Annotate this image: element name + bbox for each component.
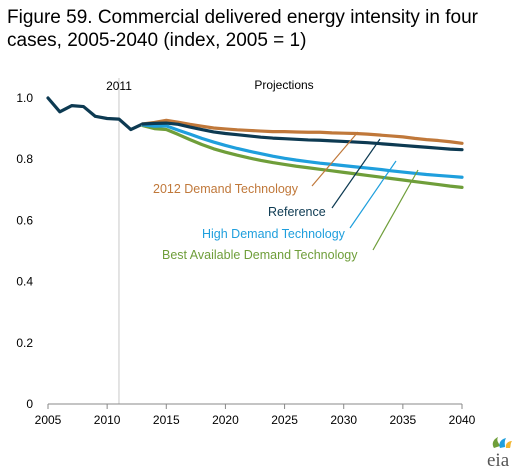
series-line-reference (141, 121, 464, 152)
y-tick-label: 0.4 (16, 275, 33, 289)
x-tick-label: 2020 (212, 413, 239, 427)
x-tick-label: 2025 (271, 413, 298, 427)
eia-logo-text: eia (487, 450, 510, 471)
x-tick-label: 2005 (35, 413, 62, 427)
chart-title: Figure 59. Commercial delivered energy i… (7, 7, 478, 51)
y-tick-label: 0.2 (16, 336, 33, 350)
y-tick-label: 0 (26, 397, 33, 411)
x-tick-label: 2030 (330, 413, 357, 427)
projections-label: Projections (254, 78, 313, 92)
x-tick-label: 2010 (94, 413, 121, 427)
chart-axes: 2011 Projections 2005 2010 2015 2020 2025 2030 2… (16, 78, 476, 427)
chart-series-lines (46, 96, 464, 189)
y-tick-label: 0.6 (16, 213, 33, 227)
leader-line-reference (331, 138, 381, 209)
chart-callouts: 2012 Demand Technology Reference High Dema… (153, 131, 419, 262)
series-line-best-available-demand-technology (141, 123, 464, 189)
y-tick-label: 0.8 (16, 152, 33, 166)
leader-line-high-demand-technology (349, 160, 397, 229)
y-tick-label: 1.0 (16, 91, 33, 105)
series-label-best-available-demand-technology: Best Available Demand Technology (162, 248, 358, 262)
x-tick-label: 2015 (153, 413, 180, 427)
x-tick-label: 2035 (390, 413, 417, 427)
series-label-2012-demand-technology: 2012 Demand Technology (153, 182, 299, 196)
eia-logo (481, 436, 521, 470)
series-line-high-demand-technology (141, 123, 464, 179)
eia-flame-icon (492, 437, 512, 448)
history-series-line (46, 96, 145, 132)
leader-line-2012-demand-technology (311, 131, 359, 187)
leader-line-best-available-demand-technology (372, 169, 419, 251)
x-tick-label: 2040 (449, 413, 476, 427)
series-line-2012-demand-technology (141, 118, 464, 145)
history-end-label: 2011 (106, 79, 132, 93)
series-label-high-demand-technology: High Demand Technology (202, 227, 346, 241)
series-label-reference: Reference (268, 205, 326, 219)
